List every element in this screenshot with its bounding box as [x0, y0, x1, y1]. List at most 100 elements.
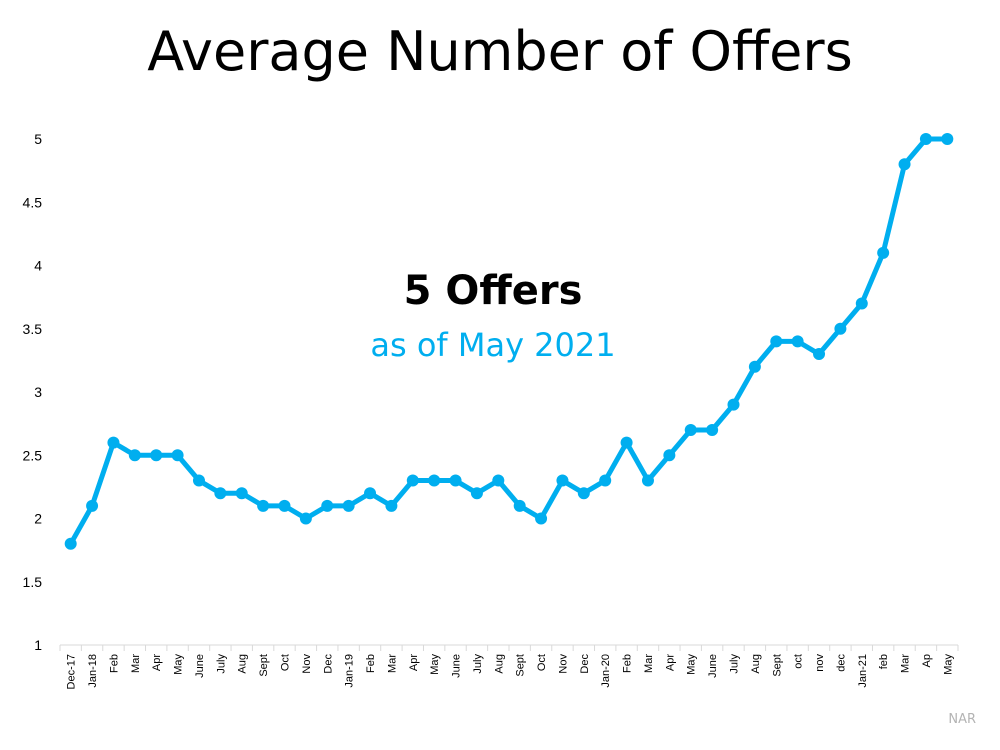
x-tick-label: Nov — [557, 654, 569, 674]
y-tick-label: 4.5 — [23, 194, 43, 210]
data-point — [192, 474, 205, 487]
y-tick-label: 3 — [34, 384, 42, 400]
data-point — [364, 487, 377, 500]
y-tick-label: 2.5 — [23, 447, 43, 463]
data-point — [684, 423, 697, 436]
x-tick-label: Sept — [258, 654, 270, 677]
x-tick-label: Oct — [536, 654, 548, 671]
y-tick-label: 1 — [34, 637, 42, 653]
data-point — [599, 474, 612, 487]
data-point — [898, 158, 911, 171]
data-point — [278, 499, 291, 512]
x-tick-label: Jan-19 — [344, 654, 356, 688]
data-point — [235, 487, 248, 500]
x-tick-label: Dec — [322, 654, 334, 674]
data-point — [663, 449, 676, 462]
x-tick-label: July — [729, 654, 741, 674]
x-tick-label: Mar — [643, 654, 655, 673]
data-point — [299, 512, 312, 525]
data-point — [919, 133, 932, 145]
y-tick-label: 5 — [34, 131, 42, 147]
x-tick-label: Apr — [408, 654, 420, 671]
annotation-headline: 5 Offers — [403, 268, 583, 314]
data-point — [257, 499, 270, 512]
data-point — [385, 499, 398, 512]
x-tick-label: Ap — [921, 654, 933, 667]
x-tick-label: July — [215, 654, 227, 674]
data-point — [577, 487, 590, 500]
data-point — [428, 474, 441, 487]
x-tick-label: June — [451, 654, 463, 678]
y-tick-label: 4 — [34, 258, 42, 274]
data-point — [492, 474, 505, 487]
x-axis: Dec-17 Jan-18 Feb Mar Apr May June July Aug Sept O… — [59, 644, 959, 689]
x-tick-label: Jan-21 — [857, 654, 869, 688]
x-tick-label: Aug — [493, 654, 505, 674]
chart-title: Average Number of Offers — [147, 20, 853, 83]
source-label: NAR — [948, 712, 976, 727]
data-point — [641, 474, 654, 487]
data-point — [727, 398, 740, 411]
data-point — [107, 436, 120, 449]
data-point — [748, 360, 761, 373]
data-point — [342, 499, 355, 512]
data-point — [214, 487, 227, 500]
x-tick-label: June — [194, 654, 206, 678]
x-tick-label: Mar — [130, 654, 142, 673]
x-tick-label: Aug — [237, 654, 249, 674]
x-tick-label: Apr — [151, 654, 163, 671]
data-point — [556, 474, 569, 487]
data-point — [535, 512, 548, 525]
x-tick-label: dec — [835, 654, 847, 672]
x-tick-label: Apr — [664, 654, 676, 671]
data-point — [770, 335, 783, 348]
data-point — [449, 474, 462, 487]
y-tick-label: 3.5 — [23, 321, 43, 337]
x-tick-label: Sept — [515, 654, 527, 677]
y-tick-label: 2 — [34, 511, 42, 527]
x-tick-label: oct — [793, 654, 805, 669]
x-tick-label: Dec-17 — [66, 654, 78, 689]
x-tick-label: Aug — [750, 654, 762, 674]
data-point — [855, 297, 868, 310]
data-point — [620, 436, 633, 449]
series-group — [64, 133, 954, 550]
x-tick-label: Jan-20 — [600, 654, 612, 688]
annotation-subline: as of May 2021 — [370, 326, 616, 364]
x-tick-label: May — [429, 654, 441, 675]
data-point — [406, 474, 419, 487]
x-tick-label: May — [942, 654, 954, 675]
x-tick-label: Feb — [365, 654, 377, 673]
data-point — [150, 449, 163, 462]
y-axis: 1 1.5 2 2.5 3 3.5 4 4.5 5 — [23, 131, 43, 653]
y-tick-label: 1.5 — [23, 574, 43, 590]
data-point — [64, 537, 77, 550]
x-tick-label: June — [707, 654, 719, 678]
x-tick-label: Sept — [771, 654, 783, 677]
data-point — [321, 499, 334, 512]
data-point — [513, 499, 526, 512]
x-tick-label: Nov — [301, 654, 313, 674]
data-point — [813, 348, 826, 361]
x-tick-label: Mar — [386, 654, 398, 673]
x-tick-label: feb — [878, 654, 890, 669]
x-tick-label: Oct — [280, 654, 292, 671]
data-point — [877, 246, 890, 259]
x-tick-label: May — [173, 654, 185, 675]
data-point — [834, 322, 847, 335]
x-tick-label: nov — [814, 654, 826, 672]
x-tick-label: Mar — [900, 654, 912, 673]
data-point — [941, 133, 954, 145]
data-point — [791, 335, 804, 348]
x-tick-label: May — [686, 654, 698, 675]
x-tick-label: Feb — [622, 654, 634, 673]
x-tick-label: Jan-18 — [87, 654, 99, 688]
x-tick-label: July — [472, 654, 484, 674]
data-point — [86, 499, 99, 512]
data-point — [128, 449, 141, 462]
data-point — [171, 449, 184, 462]
data-point — [470, 487, 483, 500]
data-point — [706, 423, 719, 436]
x-tick-label: Feb — [108, 654, 120, 673]
